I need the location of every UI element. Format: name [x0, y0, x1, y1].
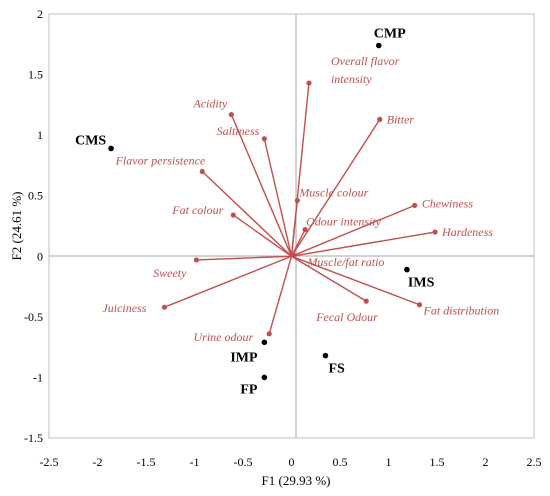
x-tick-label: 1 — [386, 455, 392, 469]
vector-label-muscle-fat-ratio: Muscle/fat ratio — [306, 255, 384, 269]
variable-vectors: Overall flavor intensity Acidity Saltiness B… — [102, 54, 499, 344]
vector-label-urine-odour: Urine odour — [194, 330, 254, 344]
y-tick-label: -1.5 — [24, 431, 43, 445]
observation-label-cms: CMS — [75, 133, 106, 148]
observation-label-cmp: CMP — [374, 26, 406, 41]
vector-tip-juiciness — [161, 304, 168, 310]
vector-label-juiciness: Juiciness — [102, 301, 146, 315]
vector-sweety — [196, 255, 292, 261]
y-tick-label: 0.5 — [28, 189, 43, 203]
vector-urine-odour — [268, 256, 293, 335]
x-tick-label: 1.5 — [430, 455, 445, 469]
vector-tip-fat-colour — [230, 212, 236, 218]
vector-label-sweety: Sweety — [153, 266, 187, 280]
y-axis-title: F2 (24.61 %) — [9, 192, 24, 261]
vector-tip-acidity — [228, 111, 234, 118]
x-tick-labels: -2.5 -2 -1.5 -1 -0.5 0 0.5 1 1.5 2 2.5 — [40, 455, 542, 469]
observation-label-ims: IMS — [408, 276, 435, 291]
vector-tip-bitter — [377, 116, 383, 122]
vector-tip-urine-odour — [266, 331, 272, 337]
vector-hardeness — [291, 231, 436, 257]
vector-muscle-colour — [290, 200, 299, 257]
observation-point-cmp — [376, 42, 382, 49]
x-tick-label: 0.5 — [333, 455, 348, 469]
vector-label-chewiness: Chewiness — [422, 196, 474, 210]
vector-label-muscle-colour: Muscle colour — [298, 186, 368, 200]
y-tick-label: -1 — [33, 370, 43, 384]
y-tick-label: 2 — [37, 7, 43, 21]
y-tick-labels: -1.5 -1 -0.5 0 0.5 1 1.5 2 — [24, 7, 43, 445]
vector-label-saltiness: Saltiness — [217, 124, 260, 138]
vector-tip-muscle-colour — [294, 197, 300, 204]
x-tick-label: 2 — [483, 455, 489, 469]
vector-fat-colour — [232, 214, 292, 257]
y-tick-label: -0.5 — [24, 310, 43, 324]
vector-flavor-persistence — [201, 170, 292, 257]
vector-label-odour-intensity: Odour intensity — [306, 215, 382, 229]
observation-label-imp: IMP — [230, 350, 258, 365]
vector-label-overall-flavor-intensity: Overall flavor — [331, 54, 400, 68]
vector-juiciness — [164, 255, 292, 308]
vector-label-bitter: Bitter — [387, 112, 415, 126]
observation-points: CMP CMS IMS IMP FS FP — [75, 26, 435, 397]
vector-tip-overall-flavor-intensity — [306, 80, 312, 86]
observation-point-fp — [261, 374, 268, 381]
vector-tip-flavor-persistence — [199, 168, 205, 175]
observation-point-cms — [108, 145, 114, 152]
observation-label-fp: FP — [240, 382, 258, 397]
vector-tip-fecal-odour — [363, 298, 369, 304]
observation-label-fs: FS — [328, 362, 345, 377]
x-tick-label: -1.5 — [137, 455, 156, 469]
vector-label-acidity: Acidity — [192, 97, 228, 111]
vector-label-hardeness: Hardeness — [441, 225, 493, 239]
vector-tip-odour-intensity — [302, 227, 308, 233]
x-tick-label: -0.5 — [234, 455, 253, 469]
y-tick-label: 0 — [37, 249, 43, 263]
vector-acidity — [230, 114, 293, 257]
y-tick-label: 1.5 — [28, 68, 43, 82]
vector-chewiness — [291, 204, 415, 257]
x-axis-title: F1 (29.93 %) — [262, 473, 331, 488]
vector-fecal-odour — [291, 255, 367, 302]
x-tick-label: -2.5 — [40, 455, 59, 469]
vector-label-fecal-odour: Fecal Odour — [315, 310, 378, 324]
vector-tip-fat-distribution — [416, 302, 423, 308]
vector-saltiness — [263, 138, 293, 257]
vector-label-fat-colour: Fat colour — [171, 203, 223, 217]
vector-tip-sweety — [193, 257, 200, 263]
vector-tip-saltiness — [261, 136, 267, 142]
vector-fat-distribution — [291, 255, 420, 306]
vector-tip-chewiness — [412, 202, 418, 209]
vector-label-fat-distribution: Fat distribution — [423, 304, 500, 318]
plot-frame — [48, 13, 535, 439]
observation-point-imp — [261, 339, 268, 346]
y-tick-label: 1 — [37, 128, 43, 142]
vector-label-overall-flavor-intensity: intensity — [331, 72, 372, 86]
vector-bitter — [290, 119, 381, 257]
x-tick-label: -1 — [190, 455, 200, 469]
observation-point-fs — [322, 352, 329, 359]
vector-tip-hardeness — [432, 229, 438, 235]
x-tick-label: 0 — [289, 455, 295, 469]
x-tick-label: 2.5 — [527, 455, 542, 469]
observation-point-ims — [404, 266, 410, 273]
vector-label-flavor-persistence: Flavor persistence — [115, 153, 206, 167]
x-tick-label: -2 — [93, 455, 103, 469]
vector-odour-intensity — [290, 229, 306, 257]
